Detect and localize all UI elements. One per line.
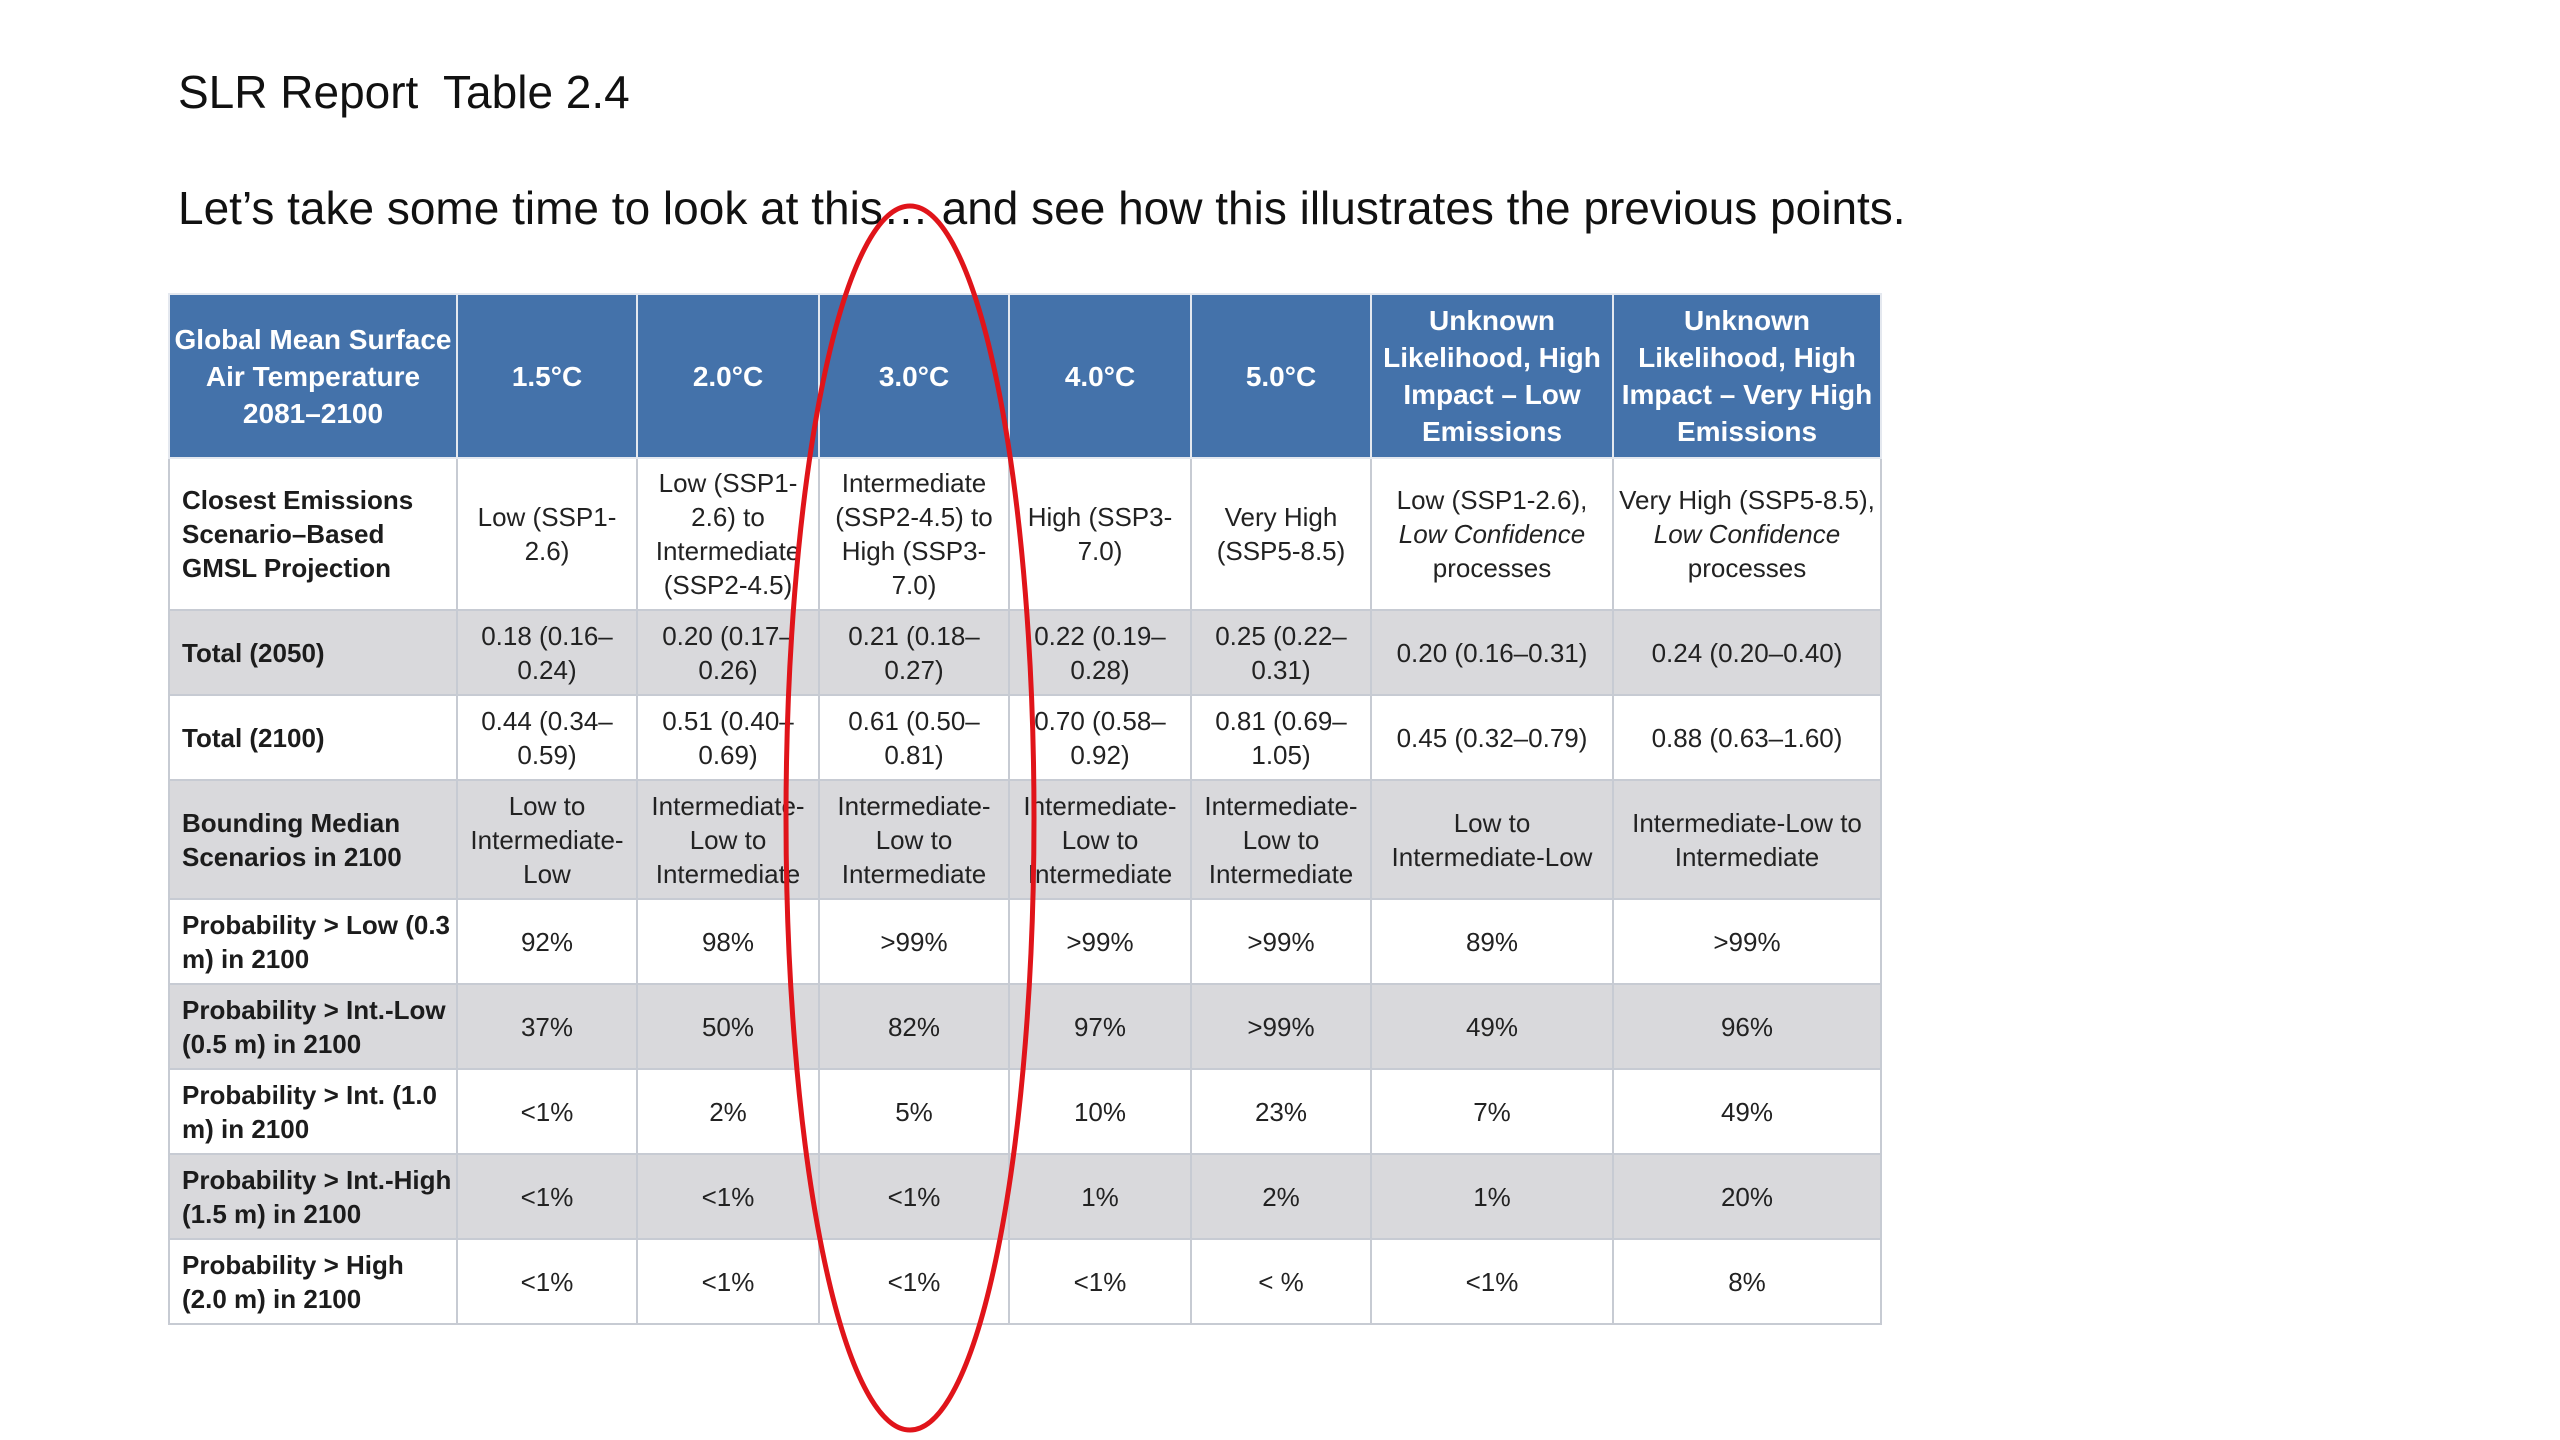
table-cell: 96% [1612, 983, 1882, 1070]
cell-text-italic: Low Confidence [1653, 519, 1841, 549]
header-1-5c: 1.5°C [456, 293, 638, 459]
table-cell: <1% [1370, 1238, 1614, 1325]
table-cell: 0.25 (0.22–0.31) [1190, 609, 1372, 696]
table-cell: 50% [636, 983, 820, 1070]
cell-text: processes [1687, 553, 1807, 583]
table-row: Probability > Int.-Low (0.5 m) in 2100 3… [168, 983, 1882, 1070]
table-cell: 0.24 (0.20–0.40) [1612, 609, 1882, 696]
table-row: Probability > Int.-High (1.5 m) in 2100 … [168, 1153, 1882, 1240]
cell-text: Low (SSP1-2.6), [1396, 485, 1588, 515]
table-cell: 7% [1370, 1068, 1614, 1155]
table-cell: 0.45 (0.32–0.79) [1370, 694, 1614, 781]
table-cell: 0.61 (0.50–0.81) [818, 694, 1010, 781]
header-gmsat: Global Mean Surface Air Temperature 2081… [168, 293, 458, 459]
table-cell: <1% [1008, 1238, 1192, 1325]
row-label: Probability > High (2.0 m) in 2100 [168, 1238, 458, 1325]
table-cell: >99% [1008, 898, 1192, 985]
table-cell: >99% [818, 898, 1010, 985]
table-row: Total (2050) 0.18 (0.16–0.24) 0.20 (0.17… [168, 609, 1882, 696]
table-cell: <1% [818, 1153, 1010, 1240]
table-cell: Intermediate-Low to Intermediate [1190, 779, 1372, 900]
table-cell: <1% [636, 1153, 820, 1240]
table-cell: High (SSP3-7.0) [1008, 457, 1192, 611]
table-cell: >99% [1612, 898, 1882, 985]
table-cell: 92% [456, 898, 638, 985]
row-label: Closest Emissions Scenario–Based GMSL Pr… [168, 457, 458, 611]
table-cell: 49% [1612, 1068, 1882, 1155]
table-cell: Intermediate-Low to Intermediate [1008, 779, 1192, 900]
table-cell: 0.51 (0.40–0.69) [636, 694, 820, 781]
table-cell: 0.81 (0.69–1.05) [1190, 694, 1372, 781]
table-cell: Low to Intermediate-Low [1370, 779, 1614, 900]
row-label: Probability > Int. (1.0 m) in 2100 [168, 1068, 458, 1155]
table-row: Total (2100) 0.44 (0.34–0.59) 0.51 (0.40… [168, 694, 1882, 781]
table-row: Closest Emissions Scenario–Based GMSL Pr… [168, 457, 1882, 611]
header-4-0c: 4.0°C [1008, 293, 1192, 459]
table-cell: < % [1190, 1238, 1372, 1325]
table-cell: <1% [818, 1238, 1010, 1325]
header-3-0c: 3.0°C [818, 293, 1010, 459]
table-cell: Intermediate (SSP2-4.5) to High (SSP3-7.… [818, 457, 1010, 611]
table-cell: Low (SSP1-2.6) to Intermediate (SSP2-4.5… [636, 457, 820, 611]
table-cell: Intermediate-Low to Intermediate [636, 779, 820, 900]
row-label: Bounding Median Scenarios in 2100 [168, 779, 458, 900]
table-cell: 37% [456, 983, 638, 1070]
table-cell: <1% [636, 1238, 820, 1325]
table-cell: 10% [1008, 1068, 1192, 1155]
slr-table-2-4: Global Mean Surface Air Temperature 2081… [168, 293, 1882, 1325]
table-header-row: Global Mean Surface Air Temperature 2081… [168, 293, 1882, 459]
cell-text-italic: Low Confidence [1398, 519, 1586, 549]
table-cell: >99% [1190, 983, 1372, 1070]
table-row: Probability > Int. (1.0 m) in 2100 <1% 2… [168, 1068, 1882, 1155]
table-cell: 2% [1190, 1153, 1372, 1240]
table-cell: 0.21 (0.18–0.27) [818, 609, 1010, 696]
header-high-emissions: Unknown Likelihood, High Impact – Very H… [1612, 293, 1882, 459]
header-low-emissions: Unknown Likelihood, High Impact – Low Em… [1370, 293, 1614, 459]
table-cell: 23% [1190, 1068, 1372, 1155]
table-cell: Very High (SSP5-8.5) [1190, 457, 1372, 611]
table-cell: Very High (SSP5-8.5), Low Confidence pro… [1612, 457, 1882, 611]
table-cell: 0.18 (0.16–0.24) [456, 609, 638, 696]
table-cell: 49% [1370, 983, 1614, 1070]
table-cell: 98% [636, 898, 820, 985]
table-cell: <1% [456, 1153, 638, 1240]
table-row: Probability > High (2.0 m) in 2100 <1% <… [168, 1238, 1882, 1325]
table-cell: 0.70 (0.58–0.92) [1008, 694, 1192, 781]
table-cell: 0.20 (0.16–0.31) [1370, 609, 1614, 696]
table-cell: 8% [1612, 1238, 1882, 1325]
table-cell: <1% [456, 1068, 638, 1155]
row-label: Total (2100) [168, 694, 458, 781]
table-cell: 0.44 (0.34–0.59) [456, 694, 638, 781]
table-cell: Intermediate-Low to Intermediate [1612, 779, 1882, 900]
table-cell: 1% [1008, 1153, 1192, 1240]
table-cell: 5% [818, 1068, 1010, 1155]
table-cell: 89% [1370, 898, 1614, 985]
table-cell: 97% [1008, 983, 1192, 1070]
header-2-0c: 2.0°C [636, 293, 820, 459]
table-cell: 82% [818, 983, 1010, 1070]
slide-subtitle: Let’s take some time to look at this… an… [178, 182, 1906, 234]
table-cell: 2% [636, 1068, 820, 1155]
row-label: Probability > Int.-Low (0.5 m) in 2100 [168, 983, 458, 1070]
cell-text: processes [1432, 553, 1552, 583]
table-cell: <1% [456, 1238, 638, 1325]
header-5-0c: 5.0°C [1190, 293, 1372, 459]
table-cell: >99% [1190, 898, 1372, 985]
table-cell: 1% [1370, 1153, 1614, 1240]
table-cell: 0.20 (0.17–0.26) [636, 609, 820, 696]
cell-text: Very High (SSP5-8.5), [1619, 485, 1875, 515]
row-label: Probability > Low (0.3 m) in 2100 [168, 898, 458, 985]
table-row: Bounding Median Scenarios in 2100 Low to… [168, 779, 1882, 900]
table-cell: Low (SSP1-2.6), Low Confidence processes [1370, 457, 1614, 611]
row-label: Probability > Int.-High (1.5 m) in 2100 [168, 1153, 458, 1240]
table-cell: 20% [1612, 1153, 1882, 1240]
row-label: Total (2050) [168, 609, 458, 696]
table-cell: Low to Intermediate-Low [456, 779, 638, 900]
table-cell: 0.22 (0.19–0.28) [1008, 609, 1192, 696]
slide-title: SLR Report Table 2.4 [178, 66, 630, 118]
table-row: Probability > Low (0.3 m) in 2100 92% 98… [168, 898, 1882, 985]
table-cell: Low (SSP1-2.6) [456, 457, 638, 611]
table-cell: 0.88 (0.63–1.60) [1612, 694, 1882, 781]
table-cell: Intermediate-Low to Intermediate [818, 779, 1010, 900]
